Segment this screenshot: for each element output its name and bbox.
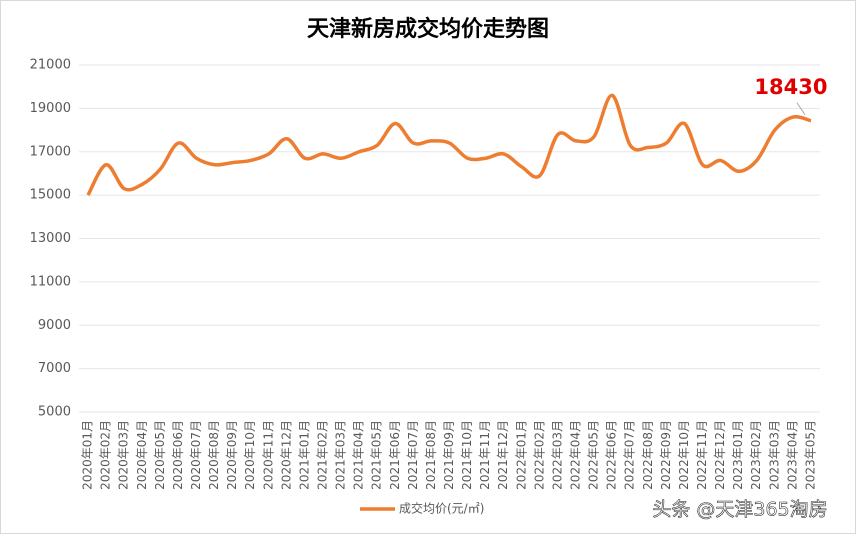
x-tick-label: 2023年05月 xyxy=(803,420,817,490)
x-tick-label: 2020年06月 xyxy=(171,420,185,490)
x-tick-label: 2021年07月 xyxy=(406,420,420,490)
y-tick-label: 7000 xyxy=(38,361,71,376)
x-tick-label: 2022年02月 xyxy=(532,420,546,490)
x-tick-label: 2022年12月 xyxy=(713,420,727,490)
x-tick-label: 2020年02月 xyxy=(99,420,113,490)
y-tick-label: 11000 xyxy=(30,274,71,289)
x-tick-label: 2022年07月 xyxy=(623,420,637,490)
x-tick-label: 2021年02月 xyxy=(315,420,329,490)
x-tick-label: 2020年05月 xyxy=(153,420,167,490)
x-tick-label: 2021年11月 xyxy=(478,420,492,490)
x-tick-label: 2020年03月 xyxy=(117,420,131,490)
watermark: 头条 @天津365淘房 xyxy=(652,499,827,521)
x-tick-label: 2023年04月 xyxy=(785,420,799,490)
y-tick-label: 5000 xyxy=(38,405,71,420)
x-tick-label: 2021年05月 xyxy=(370,420,384,490)
y-tick-label: 9000 xyxy=(38,318,71,333)
x-tick-label: 2021年09月 xyxy=(442,420,456,490)
leader-line xyxy=(796,102,806,116)
x-tick-label: 2021年01月 xyxy=(297,420,311,490)
chart-title: 天津新房成交均价走势图 xyxy=(307,16,549,42)
y-tick-label: 13000 xyxy=(30,231,71,246)
x-tick-label: 2022年06月 xyxy=(605,420,619,490)
x-tick-label: 2022年03月 xyxy=(550,420,564,490)
x-tick-label: 2022年10月 xyxy=(677,420,691,490)
x-tick-label: 2020年11月 xyxy=(261,420,275,490)
x-tick-label: 2022年09月 xyxy=(659,420,673,490)
x-tick-label: 2020年12月 xyxy=(279,420,293,490)
legend-label: 成交均价(元/㎡) xyxy=(399,501,484,516)
x-tick-label: 2021年12月 xyxy=(496,420,510,490)
x-tick-label: 2022年04月 xyxy=(569,420,583,490)
x-tick-label: 2022年08月 xyxy=(641,420,655,490)
y-tick-label: 19000 xyxy=(30,101,71,116)
x-tick-label: 2020年08月 xyxy=(207,420,221,490)
data-label: 18430 xyxy=(754,75,827,99)
y-tick-label: 15000 xyxy=(30,188,71,203)
x-tick-label: 2022年11月 xyxy=(695,420,709,490)
y-tick-label: 21000 xyxy=(30,58,71,73)
x-tick-label: 2022年05月 xyxy=(587,420,601,490)
y-tick-label: 17000 xyxy=(30,144,71,159)
x-tick-label: 2023年03月 xyxy=(767,420,781,490)
x-tick-label: 2020年07月 xyxy=(189,420,203,490)
x-tick-label: 2023年01月 xyxy=(731,420,745,490)
x-tick-label: 2020年09月 xyxy=(225,420,239,490)
x-tick-label: 2021年08月 xyxy=(424,420,438,490)
x-tick-label: 2021年10月 xyxy=(460,420,474,490)
x-tick-label: 2021年06月 xyxy=(388,420,402,490)
x-tick-label: 2023年02月 xyxy=(749,420,763,490)
x-tick-label: 2020年01月 xyxy=(81,420,95,490)
x-tick-label: 2020年10月 xyxy=(243,420,257,490)
x-tick-label: 2022年01月 xyxy=(514,420,528,490)
x-tick-label: 2021年03月 xyxy=(334,420,348,490)
line xyxy=(86,93,812,197)
x-tick-label: 2021年04月 xyxy=(352,420,366,490)
x-tick-label: 2020年04月 xyxy=(135,420,149,490)
